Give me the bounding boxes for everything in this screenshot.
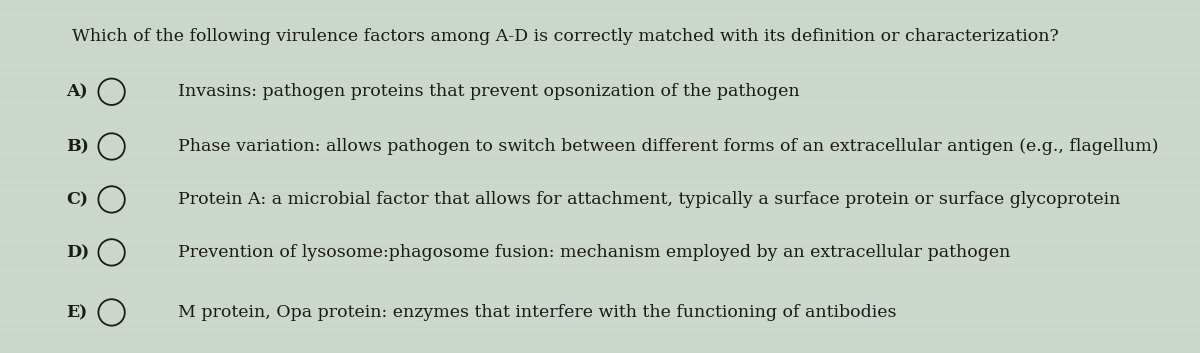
Text: C): C) — [66, 191, 88, 208]
Text: Invasins: pathogen proteins that prevent opsonization of the pathogen: Invasins: pathogen proteins that prevent… — [178, 83, 799, 100]
Text: E): E) — [66, 304, 88, 321]
Text: Protein A: a microbial factor that allows for attachment, typically a surface pr: Protein A: a microbial factor that allow… — [178, 191, 1120, 208]
Text: D): D) — [66, 244, 89, 261]
Text: Which of the following virulence factors among A-D is correctly matched with its: Which of the following virulence factors… — [72, 28, 1058, 45]
Text: M protein, Opa protein: enzymes that interfere with the functioning of antibodie: M protein, Opa protein: enzymes that int… — [178, 304, 896, 321]
Text: Phase variation: allows pathogen to switch between different forms of an extrace: Phase variation: allows pathogen to swit… — [178, 138, 1158, 155]
Text: A): A) — [66, 83, 88, 100]
Text: Prevention of lysosome:phagosome fusion: mechanism employed by an extracellular : Prevention of lysosome:phagosome fusion:… — [178, 244, 1010, 261]
Text: B): B) — [66, 138, 89, 155]
